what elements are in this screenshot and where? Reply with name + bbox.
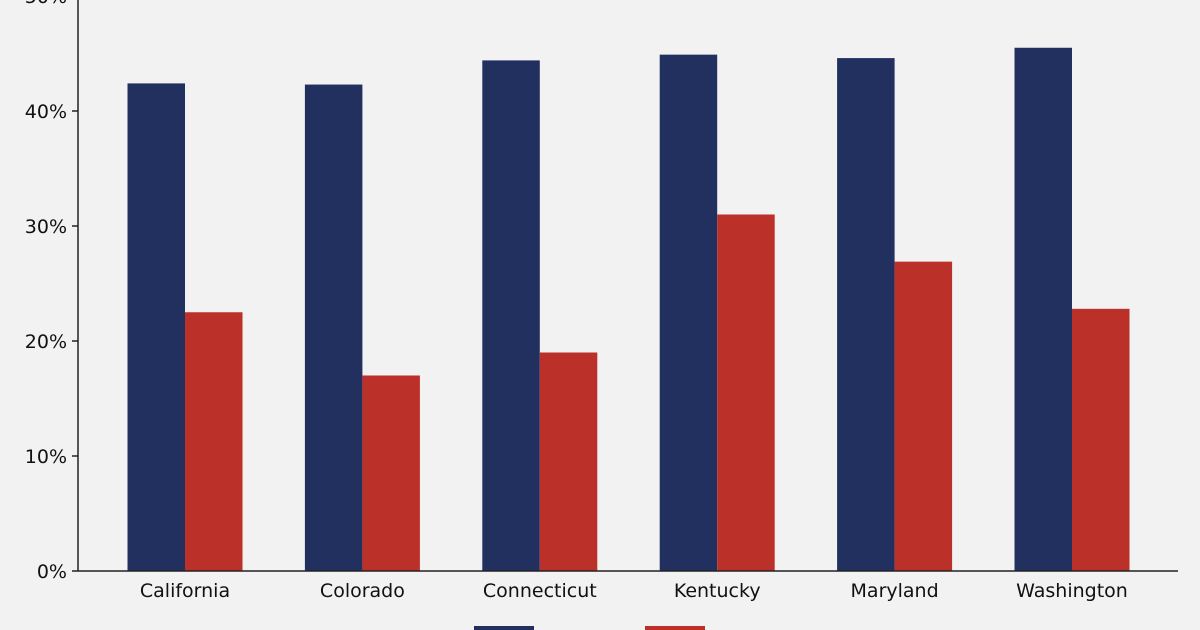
bar-series-2-kentucky bbox=[717, 214, 775, 571]
bar-series-1-kentucky bbox=[659, 54, 718, 571]
bar-series-2-maryland bbox=[894, 261, 953, 571]
y-tick-label: 20% bbox=[25, 331, 67, 353]
x-category-label: Colorado bbox=[320, 580, 405, 602]
legend-swatch-series-2 bbox=[645, 626, 705, 630]
x-category-label: California bbox=[140, 580, 230, 602]
y-tick-label: 40% bbox=[25, 101, 67, 123]
y-ticks-layer: 0% 10% 20% 30% 40% 50% bbox=[25, 0, 78, 583]
x-category-label: Connecticut bbox=[483, 580, 597, 602]
axes-layer bbox=[77, 0, 1178, 572]
y-tick-label: 30% bbox=[25, 216, 67, 238]
bar-series-1-connecticut bbox=[482, 60, 540, 572]
bar-series-1-colorado bbox=[304, 84, 363, 572]
bars-layer bbox=[127, 47, 1130, 572]
bar-series-1-maryland bbox=[837, 58, 895, 572]
legend bbox=[474, 626, 705, 630]
bar-series-1-california bbox=[127, 83, 185, 572]
bar-series-2-california bbox=[185, 312, 243, 571]
x-labels-layer: California Colorado Connecticut Kentucky Mar… bbox=[140, 580, 1128, 602]
x-category-label: Maryland bbox=[851, 580, 939, 602]
x-category-label: Washington bbox=[1016, 580, 1128, 602]
legend-swatch-series-1 bbox=[474, 626, 534, 630]
y-tick-label: 0% bbox=[37, 561, 67, 583]
bar-series-1-washington bbox=[1014, 47, 1072, 571]
bar-series-2-washington bbox=[1072, 308, 1130, 571]
y-tick-label: 10% bbox=[25, 446, 67, 468]
x-category-label: Kentucky bbox=[674, 580, 761, 602]
bar-series-2-colorado bbox=[362, 375, 420, 571]
y-tick-label: 50% bbox=[25, 0, 67, 8]
bar-series-2-connecticut bbox=[539, 352, 598, 571]
